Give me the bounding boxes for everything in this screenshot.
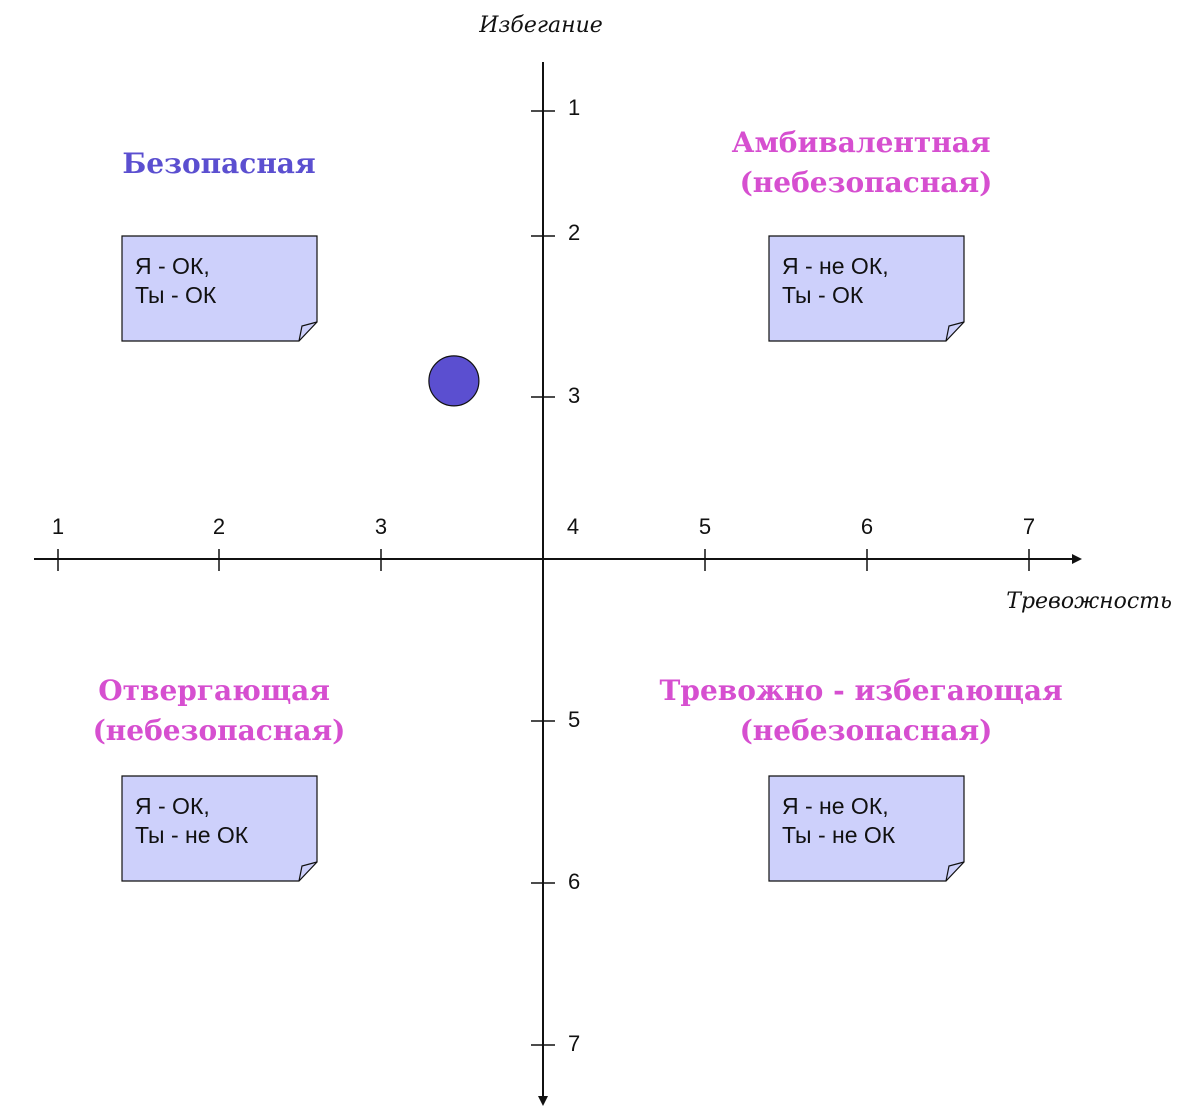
quadrant-label-ambivalent: Амбивалентная (небезопасная) [732,126,1001,199]
note-fold [298,861,318,882]
quadrant-label-line: Амбивалентная [732,126,991,159]
y-tick-label: 7 [568,1031,580,1056]
note-fold [945,321,965,342]
position-marker [428,355,480,407]
x-tick-label: 6 [861,514,873,539]
quadrant-label-dismissive: Отвергающая (небезопасная) [93,674,346,747]
x-tick-label: 3 [375,514,387,539]
note-line: Ты - ОК [782,282,864,308]
y-tick-label: 1 [568,95,580,120]
note-text: Я - не ОК, Ты - не ОК [782,793,896,848]
x-tick-label: 5 [699,514,711,539]
quadrant-label-line: Отвергающая [98,674,330,707]
note-line: Я - ОК, [135,253,210,279]
note-line: Я - не ОК, [782,253,889,279]
x-tick-label: 4 [567,514,579,539]
y-tick-label: 2 [568,220,580,245]
note-line: Ты - не ОК [135,822,249,848]
note-line: Я - ОК, [135,793,210,819]
quadrant-label-line: Тревожно - избегающая [660,674,1063,707]
note-shape [121,235,318,342]
x-ticks: 1 2 3 4 5 6 7 [52,514,1035,571]
x-tick-label: 1 [52,514,64,539]
note-top-right: Я - не ОК, Ты - ОК [768,235,965,342]
x-tick-label: 7 [1023,514,1035,539]
quadrant-label-fearful-avoidant: Тревожно - избегающая (небезопасная) [660,674,1073,747]
note-text: Я - не ОК, Ты - ОК [782,253,895,308]
quadrant-label-line: (небезопасная) [740,166,993,199]
note-bottom-right: Я - не ОК, Ты - не ОК [768,775,965,882]
y-axis-title: Избегание [478,13,603,38]
note-line: Ты - ОК [135,282,217,308]
note-shape [121,775,318,882]
note-shape [768,775,965,882]
note-fold [298,321,318,342]
x-tick-label: 2 [213,514,225,539]
note-top-left: Я - ОК, Ты - ОК [121,235,318,342]
x-axis-title: Тревожность [1006,589,1172,614]
quadrant-label-line: (небезопасная) [93,714,346,747]
note-bottom-left: Я - ОК, Ты - не ОК [121,775,318,882]
y-ticks: 1 2 3 5 6 7 [531,95,580,1056]
note-line: Я - не ОК, [782,793,889,819]
note-fold [945,861,965,882]
y-tick-label: 3 [568,383,580,408]
note-line: Ты - не ОК [782,822,896,848]
note-shape [768,235,965,342]
y-tick-label: 5 [568,707,580,732]
y-tick-label: 6 [568,869,580,894]
quadrant-label-secure: Безопасная [122,147,315,180]
note-text: Я - ОК, Ты - не ОК [135,793,249,848]
quadrant-label-line: (небезопасная) [740,714,993,747]
note-text: Я - ОК, Ты - ОК [135,253,217,308]
